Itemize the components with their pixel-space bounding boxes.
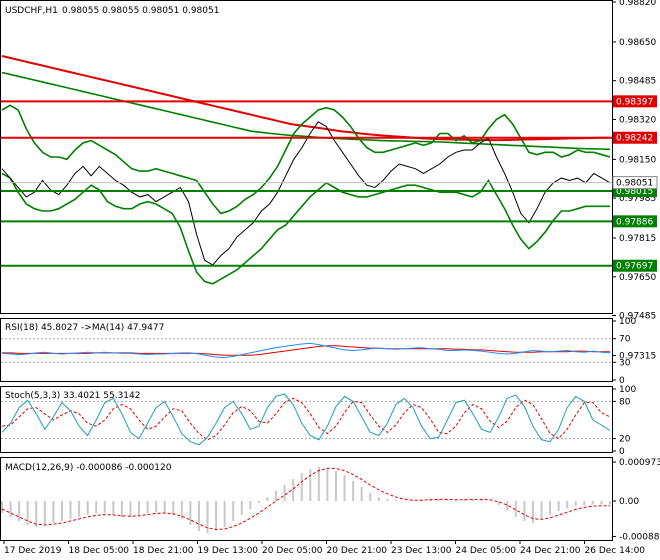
x-tick-label-8: 24 Dec 21:00 <box>520 546 581 556</box>
bollinger-upper <box>1 104 611 215</box>
main-panel-frame <box>0 0 613 314</box>
level-tag-3 <box>613 215 657 228</box>
x-tick-label-1: 18 Dec 05:00 <box>69 546 130 556</box>
x-tick-label-3: 19 Dec 13:00 <box>198 546 259 556</box>
stoch-main-line <box>1 393 611 446</box>
stoch-tick-label-2: 20 <box>619 435 631 445</box>
level-tag-1 <box>613 131 657 144</box>
rsi-panel-frame <box>0 318 613 382</box>
main-tick-label-0: 0.98820 <box>619 0 656 8</box>
rsi-tick-label-0: 100 <box>619 317 636 327</box>
macd-plot <box>1 467 611 533</box>
macd-tick-label-2: -0.000886 <box>619 532 660 542</box>
stoch-tick-label-3: 0 <box>619 447 625 457</box>
x-tick-label-9: 26 Dec 14:00 <box>585 546 646 556</box>
axes: 0.98820 0.98650 0.98485 0.98320 0.98150 0.979… <box>3 0 660 556</box>
symbol-label: USDCHF,H1 <box>5 6 58 16</box>
level-tag-label-1: 0.98242 <box>616 134 653 144</box>
main-tick-label-4: 0.98150 <box>619 155 656 165</box>
macd-panel-frame <box>0 457 613 541</box>
main-tick-label-8: 0.97485 <box>619 312 656 322</box>
rsi-label: RSI(18) 45.8027 ->MA(14) 47.9477 <box>5 323 164 333</box>
x-tick-label-5: 20 Dec 21:00 <box>327 546 388 556</box>
main-tick-label-9: 0.97315 <box>619 351 656 361</box>
bollinger-lower <box>1 172 610 285</box>
main-tick-label-3: 0.98320 <box>619 115 656 125</box>
main-plot <box>1 55 612 285</box>
current-price-label: 0.98051 <box>616 179 653 189</box>
main-tick-label-2: 0.98485 <box>619 77 656 87</box>
stoch-plot <box>1 393 612 446</box>
macd-signal-line <box>1 467 610 530</box>
x-tick-label-4: 20 Dec 05:00 <box>262 546 323 556</box>
x-tick-label-7: 24 Dec 05:00 <box>456 546 517 556</box>
level-tag-4 <box>613 259 657 272</box>
main-tick-label-5: 0.97985 <box>619 194 656 204</box>
x-tick-label-0: 17 Dec 2019 <box>4 546 62 556</box>
level-tag-label-2: 0.98015 <box>616 187 653 197</box>
level-tag-label-0: 0.98397 <box>616 97 653 107</box>
ma-red-line <box>1 55 610 142</box>
rsi-plot <box>1 338 612 363</box>
rsi-tick-label-2: 30 <box>619 358 631 368</box>
ma-green-line <box>1 71 611 151</box>
x-tick-label-6: 23 Dec 13:00 <box>391 546 452 556</box>
current-price-tag <box>612 176 658 190</box>
stoch-tick-label-1: 80 <box>619 397 631 407</box>
level-tag-label-3: 0.97886 <box>616 217 653 227</box>
level-tag-label-4: 0.97697 <box>616 262 653 272</box>
stoch-label: Stoch(5,3,3) 33.4021 55.3142 <box>5 391 140 401</box>
stoch-signal-line <box>1 397 611 441</box>
main-tick-label-7: 0.97650 <box>619 273 656 283</box>
macd-tick-label-1: 0.00 <box>619 497 639 507</box>
level-tag-0 <box>613 95 657 108</box>
macd-tick-label-0: 0.000973 <box>619 458 660 468</box>
x-tick-label-2: 18 Dec 21:00 <box>133 546 194 556</box>
rsi-tick-label-1: 70 <box>619 335 631 345</box>
macd-label: MACD(12,26,9) -0.000086 -0.000120 <box>5 463 172 473</box>
main-tick-label-1: 0.98650 <box>619 38 656 48</box>
rsi-tick-label-3: 0 <box>619 376 625 386</box>
ohlc-label: 0.98055 0.98055 0.98051 0.98051 <box>62 6 219 16</box>
main-tick-label-6: 0.97815 <box>619 234 656 244</box>
stoch-tick-label-0: 100 <box>619 385 636 395</box>
rsi-line <box>1 342 611 359</box>
